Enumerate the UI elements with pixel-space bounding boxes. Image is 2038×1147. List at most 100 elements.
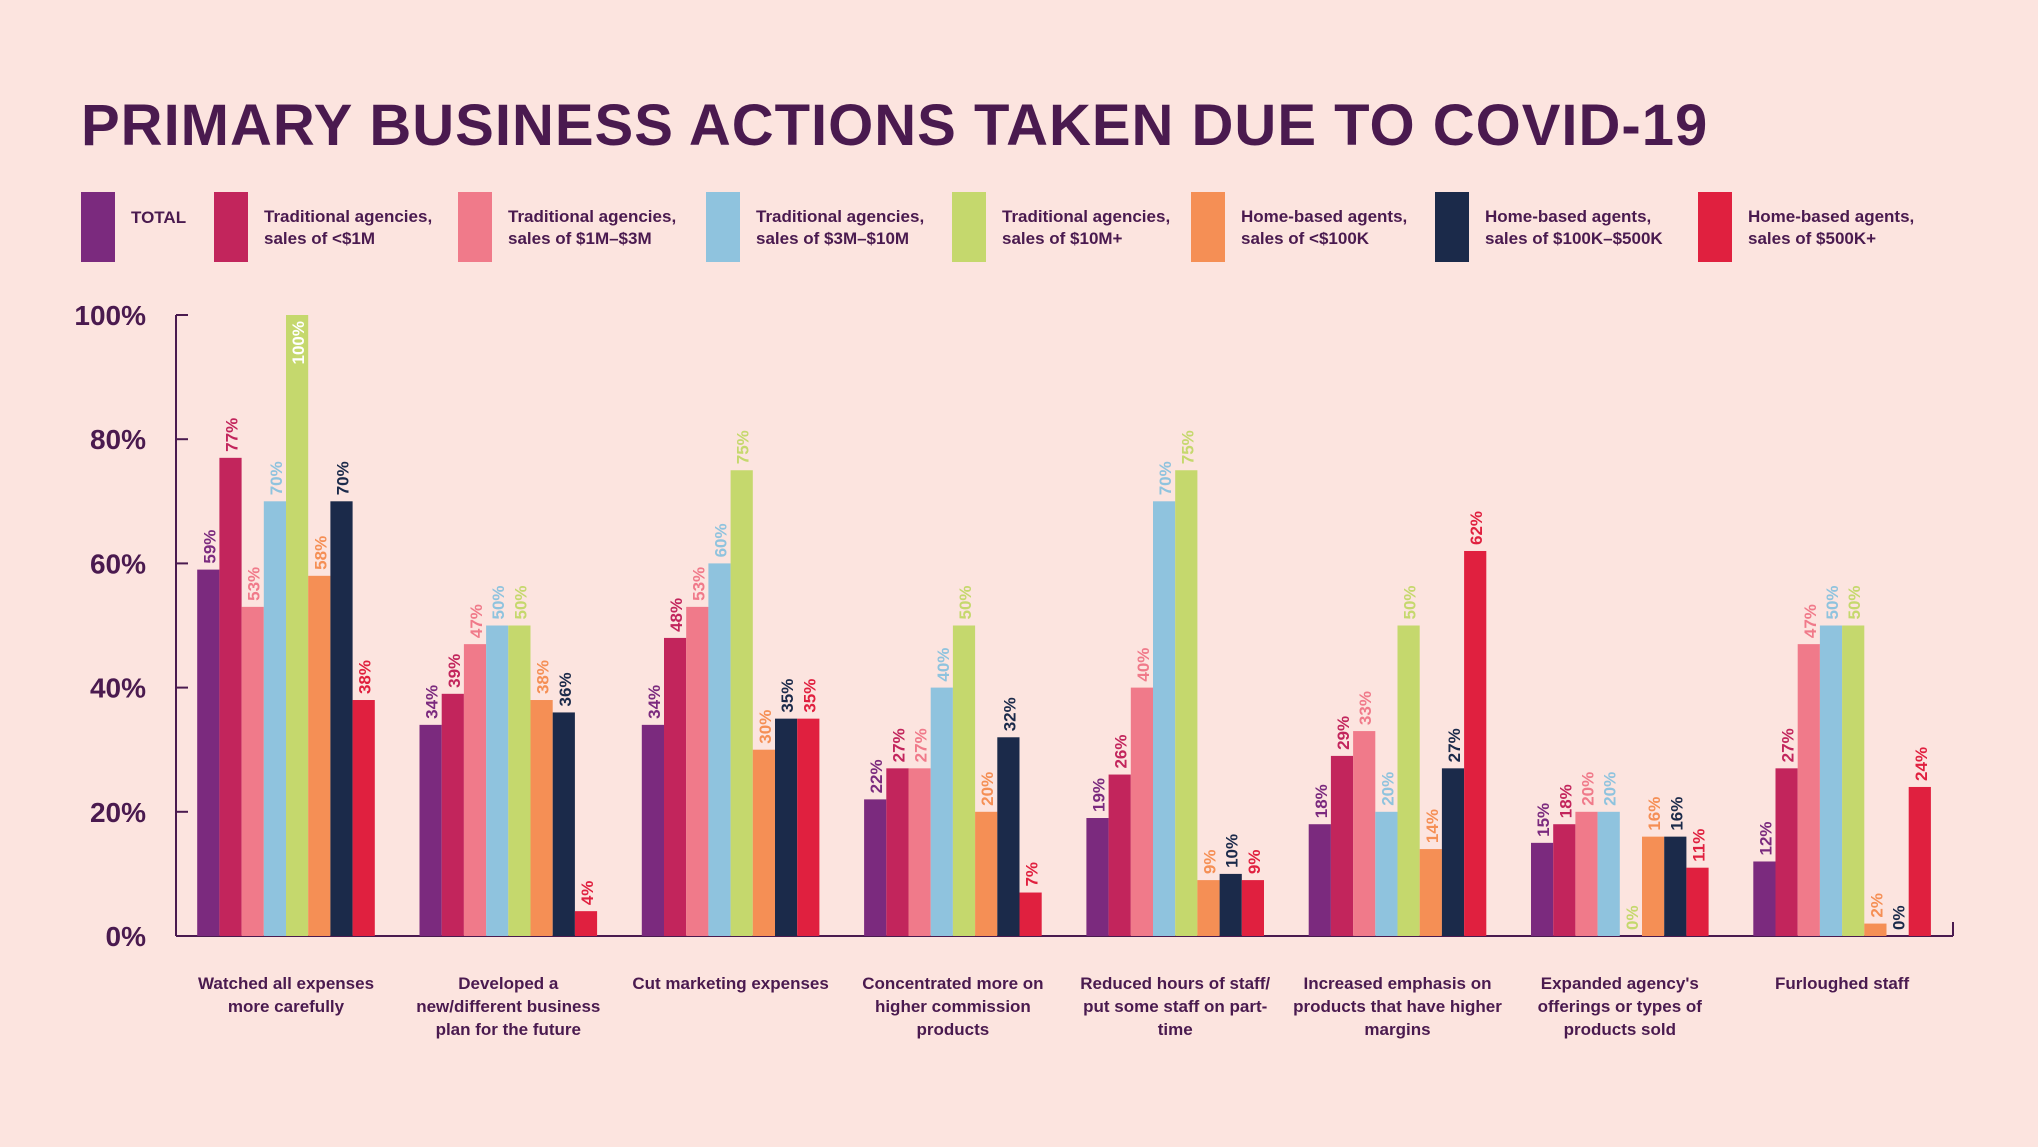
bar	[797, 718, 820, 936]
bar	[1108, 774, 1131, 936]
value-label: 20%	[1579, 772, 1598, 806]
value-label: 36%	[556, 672, 575, 706]
value-label: 24%	[1912, 747, 1931, 781]
value-label: 100%	[289, 321, 308, 364]
bar	[419, 724, 442, 936]
value-label: 39%	[445, 654, 464, 688]
chart-title: PRIMARY BUSINESS ACTIONS TAKEN DUE TO CO…	[81, 93, 1709, 158]
value-label: 34%	[423, 685, 442, 719]
x-tick-label: Developed a new/different business plan …	[416, 974, 601, 1039]
bar	[1464, 550, 1487, 936]
bar	[775, 718, 798, 936]
bar	[1419, 849, 1442, 936]
value-label: 20%	[978, 772, 997, 806]
legend-swatch	[706, 192, 740, 262]
bar	[864, 799, 887, 936]
legend-label: Traditional agencies, sales of $10M+	[1002, 207, 1171, 248]
value-label: 75%	[1178, 430, 1197, 464]
value-label: 38%	[356, 660, 375, 694]
value-label: 53%	[689, 567, 708, 601]
bar	[1175, 470, 1198, 936]
value-label: 11%	[1690, 829, 1709, 862]
legend-label: TOTAL	[131, 208, 187, 227]
value-label: 0%	[1890, 905, 1909, 930]
x-tick-label: Cut marketing expenses	[632, 974, 829, 993]
bar	[1019, 892, 1042, 936]
value-label: 9%	[1201, 850, 1220, 875]
bar	[1575, 811, 1598, 936]
bar	[219, 457, 242, 936]
value-label: 27%	[1779, 728, 1798, 762]
bar	[1819, 625, 1843, 936]
legend-swatch	[458, 192, 492, 262]
bar	[1686, 867, 1709, 936]
value-label: 75%	[734, 430, 753, 464]
legend-label: Traditional agencies, sales of $3M–$10M	[756, 207, 925, 248]
x-tick-label: Increased emphasis on products that have…	[1293, 974, 1502, 1039]
value-label: 4%	[578, 881, 597, 906]
value-label: 70%	[267, 461, 286, 495]
bar	[1775, 768, 1798, 936]
bar	[686, 606, 709, 936]
value-label: 30%	[756, 710, 775, 744]
legend-swatch	[1435, 192, 1469, 262]
value-label: 40%	[934, 648, 953, 682]
bar	[1130, 687, 1153, 936]
value-label: 35%	[800, 679, 819, 713]
value-label: 50%	[956, 585, 975, 619]
x-tick-label: Concentrated more on higher commission p…	[862, 974, 1044, 1039]
bar	[263, 501, 286, 936]
bar	[197, 569, 220, 936]
y-tick-label: 0%	[106, 921, 147, 952]
bar	[1797, 644, 1820, 936]
value-label: 58%	[311, 536, 330, 570]
value-label: 20%	[1601, 772, 1620, 806]
value-label: 7%	[1023, 862, 1042, 887]
bar	[708, 563, 731, 936]
legend-label: Traditional agencies, sales of $1M–$3M	[508, 207, 677, 248]
bar	[1375, 811, 1398, 936]
bar	[1642, 836, 1665, 936]
value-label: 50%	[1845, 585, 1864, 619]
x-tick-label: Expanded agency's offerings or types of …	[1537, 974, 1702, 1039]
y-tick-label: 40%	[90, 673, 146, 704]
bar	[1531, 842, 1554, 936]
value-label: 22%	[867, 759, 886, 793]
value-label: 16%	[1645, 797, 1664, 831]
bar	[886, 768, 909, 936]
value-label: 50%	[489, 585, 508, 619]
bar	[1553, 824, 1576, 936]
bar	[1842, 625, 1865, 936]
value-label: 50%	[1401, 585, 1420, 619]
value-label: 40%	[1134, 648, 1153, 682]
value-label: 33%	[1356, 691, 1375, 725]
bar	[308, 575, 331, 936]
value-label: 35%	[778, 679, 797, 713]
value-label: 2%	[1867, 893, 1886, 918]
bar	[352, 700, 375, 936]
bar	[1219, 873, 1242, 936]
y-tick-label: 60%	[90, 548, 146, 579]
bar	[730, 470, 753, 936]
value-label: 9%	[1245, 850, 1264, 875]
bar	[1153, 501, 1176, 936]
legend-swatch	[1191, 192, 1225, 262]
legend-swatch	[952, 192, 986, 262]
value-label: 29%	[1334, 716, 1353, 750]
bar	[664, 637, 687, 936]
value-label: 50%	[1823, 585, 1842, 619]
value-label: 50%	[511, 585, 530, 619]
bar	[241, 606, 264, 936]
x-tick-label: Furloughed staff	[1775, 974, 1910, 993]
value-label: 48%	[667, 598, 686, 632]
legend-label: Home-based agents, sales of <$100K	[1241, 207, 1408, 248]
legend-swatch	[81, 192, 115, 262]
value-label: 15%	[1534, 803, 1553, 837]
bar	[1308, 824, 1331, 936]
value-label: 27%	[912, 728, 931, 762]
value-label: 47%	[467, 604, 486, 638]
bar	[1597, 811, 1620, 936]
bar	[530, 700, 553, 936]
bar	[441, 693, 464, 936]
